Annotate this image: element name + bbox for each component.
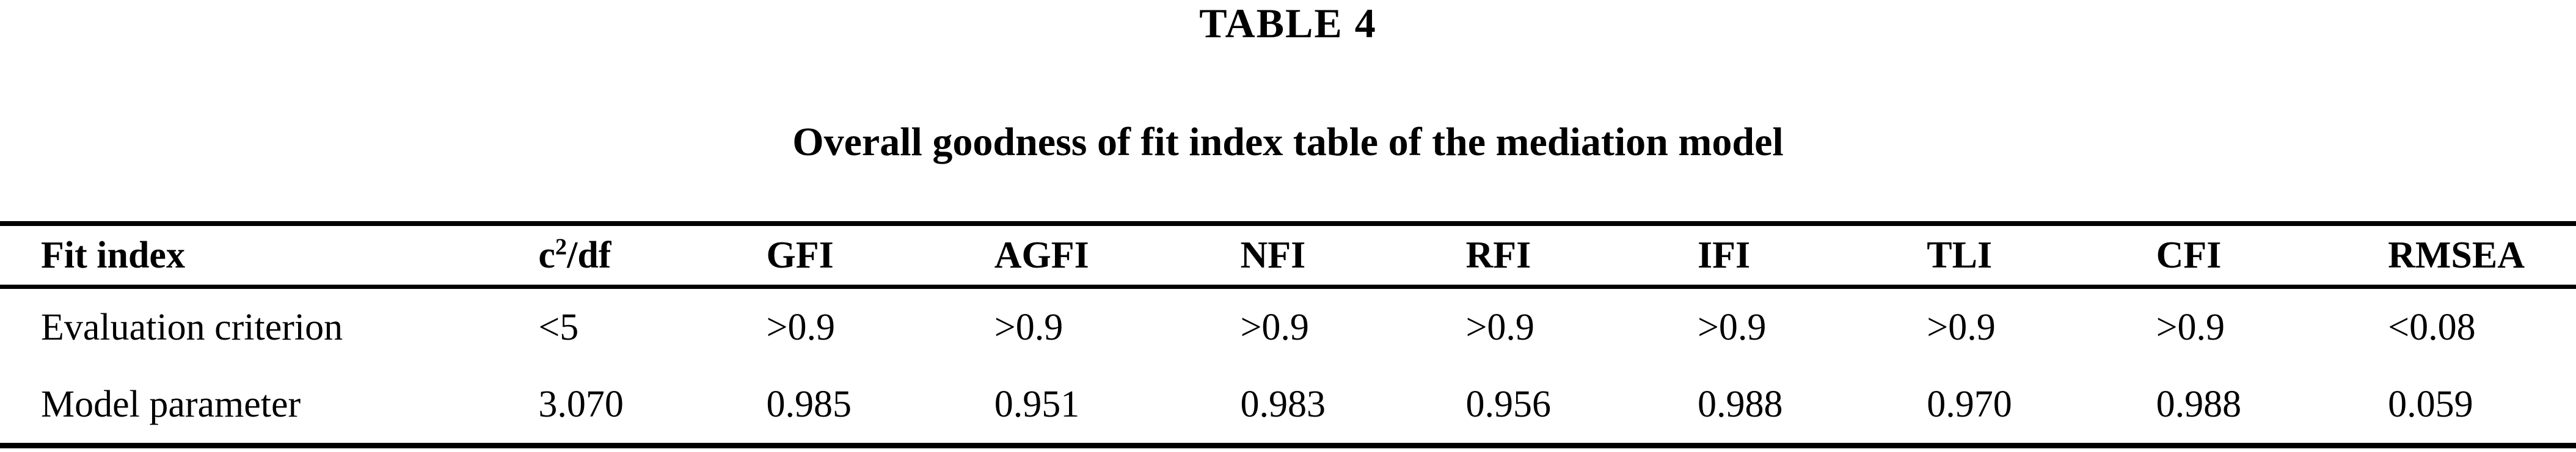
column-header-rfi: RFI (1465, 234, 1531, 276)
column-header-ifi: IFI (1697, 234, 1751, 276)
fit-index-table: Fit index c2/df GFI AGFI NFI RFI IFI TLI… (0, 221, 2576, 448)
table-cell: 0.988 (2156, 383, 2242, 425)
table-cell: 0.059 (2388, 383, 2473, 425)
table-cell: 0.983 (1240, 383, 1326, 425)
table-cell: <0.08 (2388, 306, 2476, 348)
chi-rest: /df (567, 234, 611, 276)
table-cell: 0.956 (1465, 383, 1551, 425)
table-cell: >0.9 (1240, 306, 1309, 348)
chi-base: c (538, 234, 555, 276)
table-cell: 0.985 (766, 383, 852, 425)
row-label: Evaluation criterion (41, 306, 343, 348)
table-cell: 3.070 (538, 383, 624, 425)
header-row: Fit index c2/df GFI AGFI NFI RFI IFI TLI… (0, 224, 2576, 287)
table-caption: Overall goodness of fit index table of t… (792, 120, 1784, 164)
column-header-fit-index: Fit index (41, 234, 185, 276)
column-header-agfi: AGFI (994, 234, 1089, 276)
table-number-label: TABLE 4 (1199, 0, 1377, 46)
table-row-model-parameter: Model parameter 3.070 0.985 0.951 0.983 … (0, 366, 2576, 446)
table-cell: >0.9 (1465, 306, 1534, 348)
table-cell: >0.9 (994, 306, 1064, 348)
column-header-gfi: GFI (766, 234, 834, 276)
column-header-rmsea: RMSEA (2388, 234, 2525, 276)
column-header-chi2-df: c2/df (538, 224, 766, 287)
table-cell: 0.970 (1927, 383, 2012, 425)
table-cell: 0.951 (994, 383, 1080, 425)
column-header-cfi: CFI (2156, 234, 2222, 276)
column-header-nfi: NFI (1240, 234, 1306, 276)
table-cell: >0.9 (2156, 306, 2225, 348)
row-label: Model parameter (41, 383, 301, 425)
table-cell: >0.9 (1697, 306, 1767, 348)
table-cell: >0.9 (766, 306, 836, 348)
table-cell: >0.9 (1927, 306, 1996, 348)
table-row-evaluation-criterion: Evaluation criterion <5 >0.9 >0.9 >0.9 >… (0, 287, 2576, 366)
table-cell: 0.988 (1697, 383, 1783, 425)
chi-superscript: 2 (555, 233, 567, 260)
column-header-tli: TLI (1927, 234, 1993, 276)
table-cell: <5 (538, 306, 579, 348)
